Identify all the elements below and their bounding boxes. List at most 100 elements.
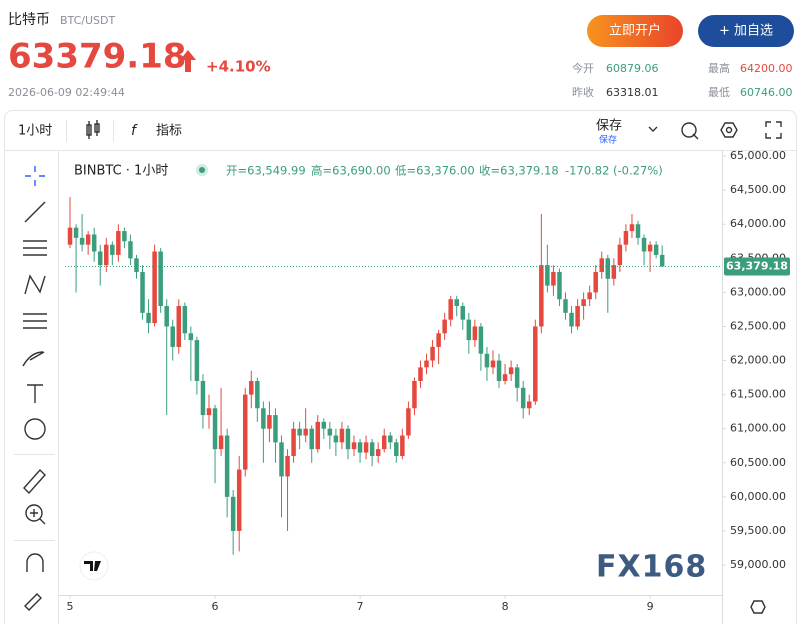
status-dot bbox=[199, 167, 205, 173]
candle-body bbox=[575, 306, 580, 327]
y-tick-label: 64,000.00 bbox=[730, 217, 786, 230]
pattern-tool[interactable] bbox=[24, 274, 46, 295]
candle-body bbox=[273, 415, 278, 443]
text-tool[interactable] bbox=[27, 384, 43, 403]
candle-body bbox=[569, 312, 574, 327]
price: 63379.18 bbox=[8, 37, 187, 77]
candle-body bbox=[97, 251, 103, 266]
axis-settings-icon[interactable] bbox=[750, 600, 766, 614]
candle-body bbox=[339, 428, 345, 443]
chart-title: BINBTC · 1小时 bbox=[74, 164, 168, 179]
candle-body bbox=[267, 415, 272, 429]
candle-body bbox=[460, 306, 466, 320]
save-sub[interactable]: 保存 bbox=[599, 134, 617, 146]
candle-body bbox=[394, 442, 399, 456]
x-tick-label: 7 bbox=[357, 600, 364, 613]
lock-tool[interactable] bbox=[24, 593, 42, 611]
candle-body bbox=[581, 299, 586, 307]
indicators[interactable]: 指标 bbox=[156, 124, 182, 139]
candle-body bbox=[333, 435, 339, 443]
candle-body bbox=[641, 237, 647, 252]
brush-tool[interactable] bbox=[22, 351, 45, 367]
stat-label: 今开 bbox=[572, 61, 594, 75]
change: +4.10% bbox=[206, 58, 271, 76]
candle-body bbox=[309, 428, 314, 450]
candle-body bbox=[659, 254, 665, 267]
candle-body bbox=[472, 326, 478, 341]
candle-type-icon[interactable] bbox=[86, 120, 100, 139]
chevron[interactable] bbox=[648, 126, 658, 132]
stat-label: 最高 bbox=[708, 61, 730, 75]
candle-body bbox=[593, 271, 598, 293]
candle-body bbox=[478, 326, 484, 354]
candle-body bbox=[158, 251, 163, 307]
candle-body bbox=[363, 442, 369, 453]
y-tick-label: 60,500.00 bbox=[730, 456, 786, 469]
candle-body bbox=[212, 408, 218, 450]
candle-body bbox=[255, 380, 260, 409]
candle-body bbox=[611, 265, 617, 279]
alert-icon[interactable] bbox=[681, 122, 699, 140]
stat-value: 64200.00 bbox=[740, 62, 793, 75]
stat-value: 60879.06 bbox=[606, 62, 659, 75]
candle-body bbox=[520, 387, 526, 409]
candle-body bbox=[218, 435, 224, 450]
candle-body bbox=[128, 241, 133, 259]
save[interactable]: 保存 bbox=[596, 119, 622, 134]
crosshair-tool[interactable] bbox=[25, 166, 45, 186]
settings-icon[interactable] bbox=[720, 122, 738, 138]
candle-body bbox=[261, 408, 266, 429]
y-tick-label: 64,500.00 bbox=[730, 183, 786, 196]
candle-body bbox=[146, 312, 151, 324]
candle-body bbox=[321, 421, 327, 429]
watchlist-button[interactable] bbox=[698, 15, 794, 47]
candle-body bbox=[502, 374, 508, 381]
candle-body bbox=[533, 326, 538, 402]
candle-body bbox=[496, 360, 502, 381]
candle-body bbox=[508, 367, 514, 375]
stat-value: 63318.01 bbox=[606, 86, 659, 99]
interval[interactable]: 1小时 bbox=[18, 124, 52, 139]
y-tick-label: 60,000.00 bbox=[730, 490, 786, 503]
panel bbox=[4, 110, 797, 624]
candle-body bbox=[285, 455, 290, 477]
candle-body bbox=[406, 408, 411, 436]
candle-body bbox=[388, 435, 393, 443]
candle-body bbox=[116, 231, 121, 255]
zoom-tool[interactable] bbox=[25, 504, 46, 525]
stat-value: 60746.00 bbox=[740, 86, 793, 99]
pair: BTC/USDT bbox=[60, 14, 116, 27]
magnet-tool[interactable] bbox=[26, 553, 44, 572]
candle-body bbox=[67, 227, 73, 245]
trendline-tool[interactable] bbox=[24, 201, 46, 223]
candle-body bbox=[653, 244, 659, 255]
fullscreen-icon[interactable] bbox=[765, 121, 782, 139]
button-label[interactable]: 立即开户 bbox=[609, 23, 661, 39]
candle-body bbox=[563, 299, 568, 313]
candle-body bbox=[345, 428, 351, 450]
candle-body bbox=[73, 227, 79, 238]
candle-body bbox=[448, 299, 453, 320]
candle-body bbox=[484, 353, 490, 368]
candle-body bbox=[170, 326, 175, 347]
timestamp: 2026-06-09 02:49:44 bbox=[8, 86, 125, 99]
candle-body bbox=[351, 442, 357, 450]
candle-body bbox=[605, 258, 611, 279]
candle-body bbox=[539, 265, 544, 327]
button-label[interactable]: + 加自选 bbox=[719, 24, 773, 39]
open-account-button[interactable] bbox=[587, 15, 683, 47]
fx-icon[interactable]: f bbox=[131, 123, 138, 139]
fib-tool[interactable] bbox=[23, 240, 47, 256]
emoji-tool[interactable] bbox=[24, 418, 46, 440]
settings-icon-center bbox=[725, 126, 733, 134]
x-tick-label: 6 bbox=[212, 600, 219, 613]
legend-item: 开=63,549.99 bbox=[226, 164, 306, 178]
candle-body bbox=[291, 428, 296, 456]
candle-body bbox=[230, 496, 236, 531]
y-tick-label: 61,000.00 bbox=[730, 422, 786, 435]
coin-name: 比特币 bbox=[8, 12, 50, 28]
projection-tool[interactable] bbox=[23, 313, 47, 329]
ruler-tool[interactable] bbox=[23, 468, 46, 495]
candle-body bbox=[315, 421, 321, 450]
